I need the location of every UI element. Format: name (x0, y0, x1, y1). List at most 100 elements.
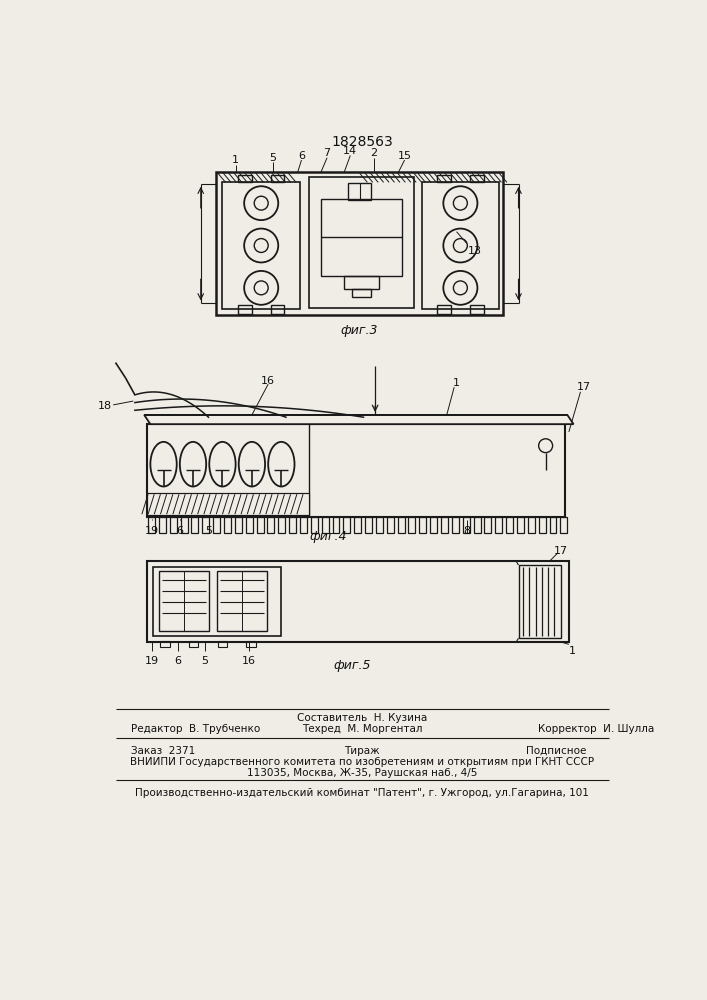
Bar (146, 493, 309, 515)
Bar (159, 571, 209, 631)
Text: 6: 6 (298, 151, 305, 161)
Bar (146, 493, 309, 515)
Bar (344, 517, 351, 533)
Bar (561, 517, 567, 533)
Bar (271, 175, 284, 182)
Text: 16: 16 (260, 376, 274, 386)
Text: 18: 18 (98, 401, 112, 411)
Bar (365, 517, 372, 533)
Text: 5: 5 (201, 656, 208, 666)
Text: 1: 1 (569, 646, 576, 656)
Text: Редактор  В. Трубченко: Редактор В. Трубченко (131, 724, 260, 734)
Bar (159, 517, 166, 533)
Bar (224, 517, 231, 533)
Bar (469, 175, 484, 182)
Bar (309, 177, 414, 308)
Bar (376, 517, 383, 533)
Bar (495, 517, 502, 533)
Bar (506, 517, 513, 533)
Bar (289, 517, 296, 533)
Bar (246, 517, 252, 533)
Text: Корректор  И. Шулла: Корректор И. Шулла (538, 724, 654, 734)
Text: фиг.3: фиг.3 (341, 324, 378, 337)
Bar (146, 561, 569, 642)
Bar (322, 517, 329, 533)
Text: 2: 2 (370, 148, 377, 158)
Text: Производственно-издательский комбинат "Патент", г. Ужгород, ул.Гагарина, 101: Производственно-издательский комбинат "П… (135, 788, 589, 798)
Bar (170, 517, 177, 533)
Bar (257, 517, 264, 533)
Bar (332, 517, 339, 533)
Bar (271, 305, 284, 314)
Bar (192, 517, 199, 533)
Text: 15: 15 (397, 151, 411, 161)
Bar (348, 183, 371, 200)
Bar (419, 517, 426, 533)
Text: Составитель  Н. Кузина: Составитель Н. Кузина (297, 713, 427, 723)
Bar (517, 517, 524, 533)
Bar (216, 172, 503, 315)
Bar (452, 517, 459, 533)
Bar (387, 517, 394, 533)
Bar (218, 641, 227, 647)
Bar (238, 305, 252, 314)
Text: 1: 1 (452, 378, 460, 388)
Bar (217, 571, 267, 631)
Bar (247, 641, 256, 647)
Bar (153, 567, 281, 636)
Text: 8: 8 (463, 526, 470, 536)
Bar (146, 424, 565, 517)
Text: 7: 7 (324, 148, 331, 158)
Bar (539, 517, 546, 533)
Bar (180, 517, 187, 533)
Bar (148, 517, 155, 533)
Text: 5: 5 (205, 526, 212, 536)
Text: 1828563: 1828563 (331, 135, 393, 149)
Text: 14: 14 (344, 146, 357, 156)
Polygon shape (144, 415, 573, 424)
Bar (421, 182, 499, 309)
Text: фиг.5: фиг.5 (333, 659, 370, 672)
Bar (321, 199, 402, 276)
Bar (474, 517, 481, 533)
Bar (235, 517, 242, 533)
Text: 13: 13 (468, 246, 482, 256)
Text: 19: 19 (145, 526, 159, 536)
Bar (344, 276, 379, 289)
Bar (549, 517, 556, 533)
Bar (300, 517, 307, 533)
Bar (202, 517, 209, 533)
Bar (437, 305, 451, 314)
Text: Заказ  2371: Заказ 2371 (131, 746, 195, 756)
Bar (160, 641, 170, 647)
Bar (437, 175, 451, 182)
Text: 1: 1 (232, 155, 239, 165)
Bar (430, 517, 437, 533)
Bar (409, 517, 416, 533)
Text: 6: 6 (174, 656, 181, 666)
Bar (267, 517, 274, 533)
Bar (354, 517, 361, 533)
Bar (441, 517, 448, 533)
Bar (484, 517, 491, 533)
Text: 6: 6 (176, 526, 183, 536)
Bar (223, 182, 300, 309)
Text: 19: 19 (145, 656, 159, 666)
Bar (518, 565, 561, 638)
Text: 17: 17 (577, 382, 591, 392)
Bar (213, 517, 220, 533)
Text: 5: 5 (269, 153, 276, 163)
Bar (189, 641, 199, 647)
Text: 113035, Москва, Ж-35, Раушская наб., 4/5: 113035, Москва, Ж-35, Раушская наб., 4/5 (247, 768, 477, 778)
Text: 16: 16 (242, 656, 256, 666)
Text: Подписное: Подписное (526, 746, 587, 756)
Text: 17: 17 (554, 546, 568, 556)
Bar (279, 517, 285, 533)
Bar (311, 517, 317, 533)
Text: ВНИИПИ Государственного комитета по изобретениям и открытиям при ГКНТ СССР: ВНИИПИ Государственного комитета по изоб… (130, 757, 594, 767)
Bar (528, 517, 534, 533)
Bar (397, 517, 404, 533)
Bar (238, 175, 252, 182)
Bar (352, 289, 371, 297)
Text: Техред  М. Моргентал: Техред М. Моргентал (302, 724, 422, 734)
